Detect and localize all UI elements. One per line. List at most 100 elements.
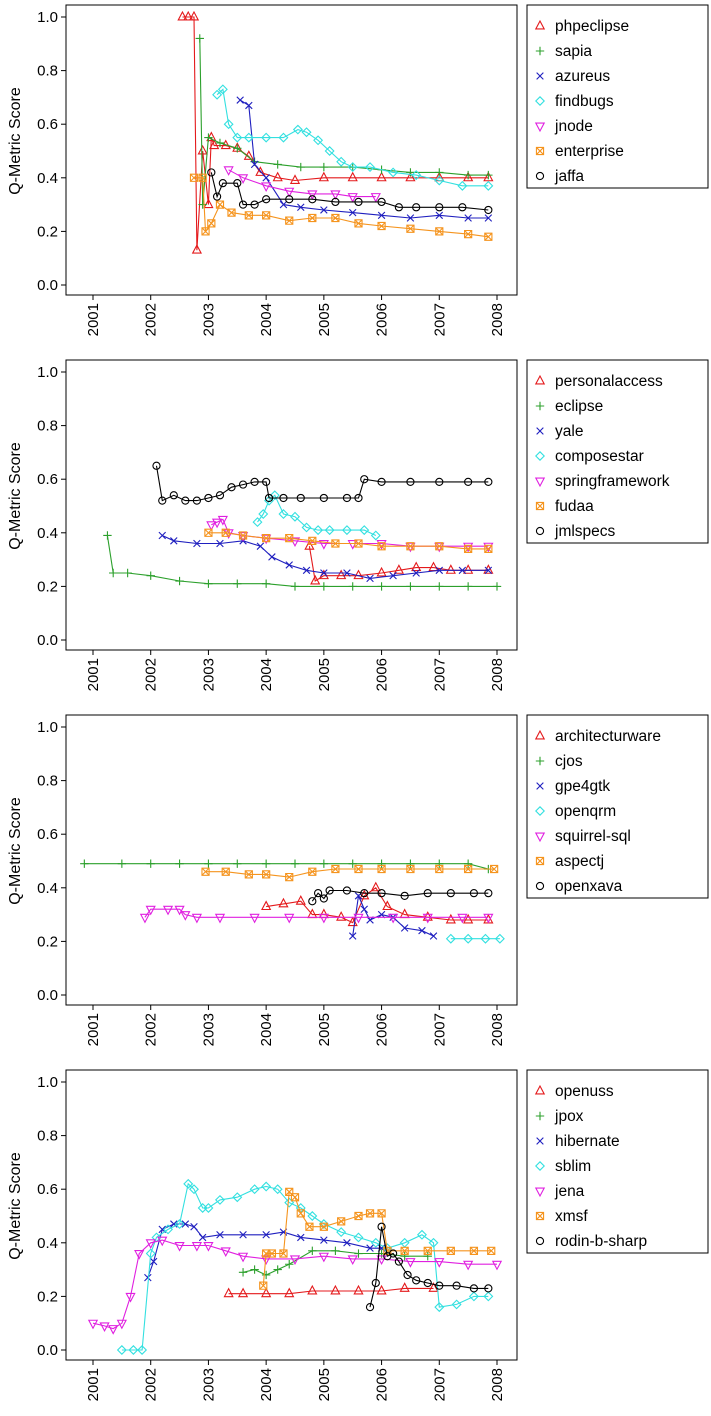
x-tick-label: 2004 [258,303,275,336]
data-point [483,564,494,574]
data-point [243,132,254,143]
x-tick-label: 2005 [316,303,333,336]
data-point [318,540,329,550]
data-point [483,1291,494,1302]
data-point [370,1237,381,1248]
legend-label: springframework [555,473,670,490]
series-aspectj [201,864,499,882]
data-point [336,911,347,921]
data-point [377,1209,386,1218]
data-point [290,1193,300,1202]
data-point [206,131,217,142]
y-tick-label: 0.4 [37,1235,58,1252]
data-point [336,569,347,580]
data-point [330,1284,341,1295]
data-point [99,1322,110,1333]
series-phpeclipse [177,10,494,254]
data-point [232,132,243,143]
legend-label: sblim [555,1158,591,1175]
data-point [262,1231,270,1239]
y-tick-label: 0.0 [37,277,58,294]
data-point [292,124,303,135]
legend-marker [535,146,545,156]
y-tick-label: 0.4 [37,170,58,187]
series-line [182,16,489,251]
series-jmlspecs [152,461,493,505]
data-point [354,1249,363,1258]
legend-marker [535,96,545,106]
x-tick-label: 2003 [200,658,217,691]
data-point [237,174,249,184]
data-point [347,162,358,173]
data-point [319,493,328,503]
data-point [261,579,271,588]
legend-label: composestar [555,448,644,465]
data-point [175,859,184,868]
legend-marker [535,756,545,766]
data-point [249,1184,260,1195]
data-point [279,200,288,209]
data-point [353,1284,364,1295]
data-point [359,889,370,900]
data-point [264,495,275,506]
data-point [377,889,386,898]
plot-frame [65,1069,518,1361]
data-point [353,913,364,924]
series-line [210,172,489,211]
data-point [284,187,295,198]
data-point [284,1287,295,1298]
chart-panel-2: 0.0 0.2 0.4 0.6 0.8 1.0 2001 2002 2003 2004 2005 20… [7,359,709,691]
data-point [139,913,151,924]
data-point [262,534,271,543]
x-tick-label: 2007 [431,1368,448,1401]
legend: personalaccess eclipse yale composestar spri… [526,359,709,544]
series-line [239,99,489,219]
data-point [469,889,479,898]
data-point [354,197,363,207]
legend-marker [535,806,545,816]
data-point [319,582,329,591]
data-point [296,1209,305,1218]
data-point [116,1319,127,1330]
plot-frame [65,4,518,296]
series-line [199,38,489,205]
data-point [215,138,225,148]
data-point [198,1233,207,1242]
y-tick-label: 0.0 [37,632,58,649]
data-point [399,1282,410,1292]
x-tick-label: 2008 [489,303,506,336]
data-point [145,1239,156,1249]
data-point [377,221,386,231]
legend-item-xmsf: xmsf [535,1208,588,1225]
data-point [262,211,271,220]
data-point [289,174,301,184]
data-point [484,205,493,215]
data-point [446,1246,455,1255]
legend-label: rodin-b-sharp [555,1233,647,1250]
x-tick-label: 2006 [374,303,391,336]
data-point [483,913,494,924]
data-point [221,528,230,537]
y-tick-label: 1.0 [37,719,58,736]
data-point [435,859,444,868]
data-point [463,564,474,574]
data-point [214,1194,225,1205]
data-point [245,101,253,110]
data-point [204,493,213,503]
data-point [279,1249,288,1258]
data-point [308,1246,317,1256]
series-hibernate [144,1220,386,1282]
legend-label: jmlspecs [554,523,616,540]
data-point [389,571,397,580]
data-point [366,1244,374,1252]
x-tick-label: 2004 [258,1013,275,1046]
data-point [412,1276,421,1285]
data-point [174,1241,185,1252]
legend-marker [535,881,545,891]
legend-label: azureus [555,68,610,85]
data-point [457,913,468,924]
legend-item-personalaccess: personalaccess [534,373,663,390]
data-point [445,913,456,924]
data-point [377,864,386,874]
y-tick-label: 1.0 [37,9,58,26]
